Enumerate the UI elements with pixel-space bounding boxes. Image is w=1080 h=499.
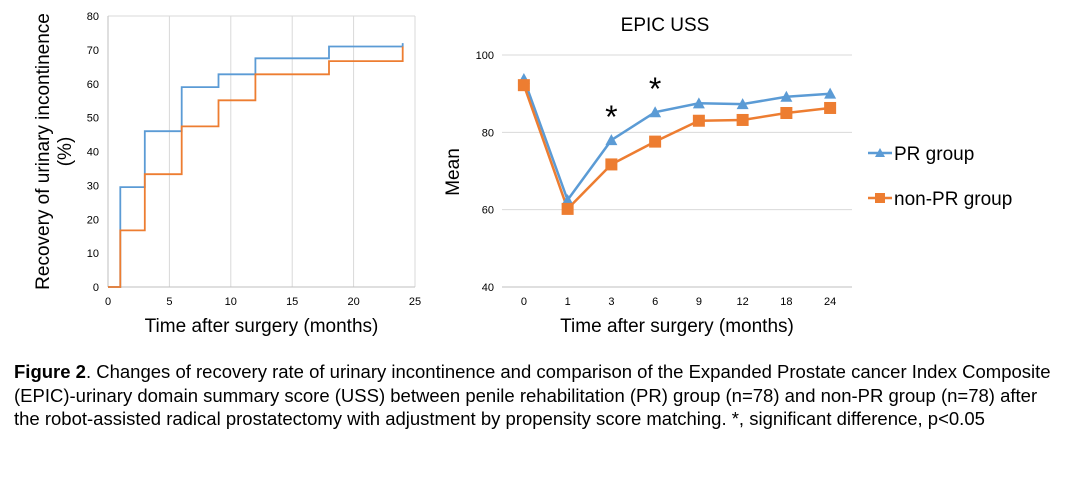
significance-asterisk: * <box>649 71 661 107</box>
point-marker-pr <box>736 98 749 110</box>
step-series-2 <box>108 46 404 288</box>
legend-marker-square <box>875 193 885 203</box>
y-tick-label: 60 <box>482 205 494 217</box>
point-marker-non-pr <box>780 107 793 119</box>
caption-text: . Changes of recovery rate of urinary in… <box>14 361 1051 429</box>
left-chart-recovery: 0 5 10 15 20 25 0 10 20 30 40 50 60 70 80 Time after su… <box>33 11 421 337</box>
point-marker-pr <box>561 194 574 205</box>
x-tick-label: 0 <box>521 296 527 308</box>
point-marker-non-pr <box>649 135 662 148</box>
significance-asterisk: * <box>605 99 617 135</box>
y-tick-label: 80 <box>482 127 494 139</box>
point-marker-pr <box>692 97 705 109</box>
y-tick-label: 0 <box>93 282 99 294</box>
caption-label: Figure 2 <box>14 361 86 382</box>
figure-caption: Figure 2. Changes of recovery rate of ur… <box>14 360 1059 431</box>
x-tick-label: 0 <box>105 296 111 308</box>
y-tick-label: 70 <box>87 45 99 57</box>
series-line-1 <box>522 78 831 203</box>
y-tick-label: 40 <box>87 147 99 159</box>
point-marker-non-pr <box>605 158 618 171</box>
y-axis-title-line2: (%) <box>55 137 76 167</box>
x-tick-label: 3 <box>608 296 614 308</box>
x-axis-title: Time after surgery (months) <box>560 316 794 337</box>
legend-label-1: PR group <box>894 144 974 165</box>
x-tick-label: 18 <box>780 296 792 308</box>
point-marker-pr <box>605 134 618 146</box>
x-tick-label: 9 <box>696 296 702 308</box>
y-tick-label: 80 <box>87 11 99 23</box>
x-tick-label: 10 <box>225 296 237 308</box>
y-tick-label: 30 <box>87 180 99 192</box>
x-tick-label: 6 <box>652 296 658 308</box>
y-tick-label: 60 <box>87 79 99 91</box>
chart-title: EPIC USS <box>621 15 710 36</box>
y-tick-label: 40 <box>482 282 494 294</box>
y-tick-label: 50 <box>87 113 99 125</box>
point-marker-non-pr <box>561 202 574 215</box>
point-marker-non-pr <box>692 114 705 127</box>
x-tick-label: 1 <box>565 296 571 308</box>
point-marker-non-pr <box>824 101 837 114</box>
point-marker-non-pr <box>736 113 749 126</box>
series-line-2 <box>522 84 831 212</box>
x-tick-label: 24 <box>824 296 836 308</box>
legend-label-2: non-PR group <box>894 189 1012 210</box>
x-tick-label: 20 <box>347 296 359 308</box>
point-marker-pr <box>780 90 793 102</box>
right-chart-epic-uss: 40 60 80 100 0 1 3 6 9 12 18 24 * * EPIC USS Time after… <box>443 15 1012 337</box>
y-tick-label: 20 <box>87 214 99 226</box>
step-series-1 <box>108 43 404 288</box>
point-marker-pr <box>824 87 837 99</box>
point-marker-non-pr <box>517 79 530 92</box>
x-tick-label: 25 <box>409 296 421 308</box>
x-tick-label: 15 <box>286 296 298 308</box>
x-tick-label: 5 <box>166 296 172 308</box>
y-axis-title: Mean <box>443 148 464 196</box>
x-axis-title: Time after surgery (months) <box>145 316 379 337</box>
legend-marker-triangle <box>875 148 885 157</box>
y-tick-label: 10 <box>87 248 99 260</box>
y-tick-label: 100 <box>476 50 494 62</box>
x-tick-label: 12 <box>737 296 749 308</box>
y-axis-title-line1: Recovery of urinary incontinence <box>33 13 54 290</box>
point-marker-pr <box>649 106 662 118</box>
